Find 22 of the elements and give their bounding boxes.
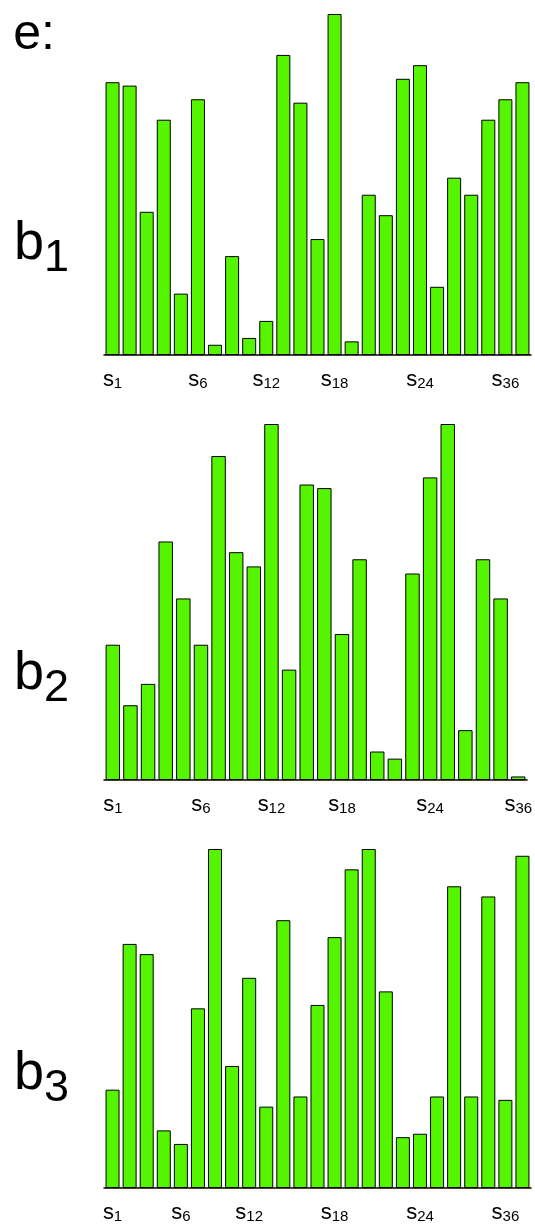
- x-tick-label: s6: [191, 791, 211, 816]
- x-tick-label: s18: [328, 791, 356, 816]
- text: e:: [13, 4, 55, 60]
- x-tick-label: s1: [102, 366, 123, 391]
- text: b$_{1}$: [14, 210, 70, 283]
- x-tick-label: s6: [188, 366, 208, 391]
- x-tick-label: s1: [102, 1199, 123, 1224]
- x-tick-label: s18: [320, 366, 349, 391]
- x-tick-label: s12: [252, 366, 281, 391]
- text: b$_{3}$: [14, 1040, 70, 1113]
- x-tick-label: s36: [491, 366, 520, 391]
- x-tick-label: s12: [235, 1199, 264, 1224]
- x-tick-label: s24: [406, 1199, 434, 1224]
- x-tick-label: s24: [406, 366, 434, 391]
- text: b$_{2}$: [14, 640, 70, 713]
- x-tick-label: s24: [416, 791, 444, 816]
- x-tick-label: s36: [491, 1199, 520, 1224]
- x-tick-label: s18: [320, 1199, 349, 1224]
- x-tick-label: s1: [103, 791, 123, 816]
- x-tick-label: s6: [171, 1199, 191, 1224]
- x-tick-label: s12: [257, 791, 286, 816]
- x-tick-label: s36: [504, 791, 533, 816]
